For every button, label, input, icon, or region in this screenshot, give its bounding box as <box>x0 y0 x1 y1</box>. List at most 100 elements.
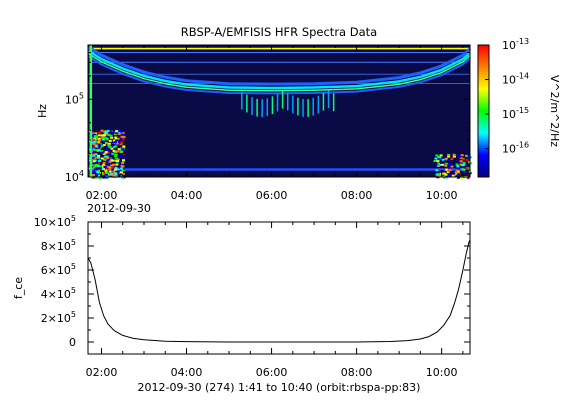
spectrogram-cell <box>97 149 101 152</box>
spectrogram-cell <box>118 154 122 157</box>
colorbar-tick-label: 10-15 <box>502 106 529 121</box>
spectrogram-cell <box>108 170 112 173</box>
spectrogram-y-axis-label: Hz <box>36 104 49 118</box>
spectrogram-cell <box>441 163 445 166</box>
spectrogram-cell <box>104 169 108 172</box>
footer-label: 2012-09-30 (274) 1:41 to 10:40 (orbit:rb… <box>138 381 421 394</box>
spectrogram-cell <box>100 151 104 154</box>
spectrogram-cell <box>435 169 439 172</box>
spectrogram-cell <box>97 174 101 177</box>
x-tick-label: 06:00 <box>256 366 288 379</box>
tick-exponent: 5 <box>71 214 76 223</box>
spectrogram-cell <box>105 149 109 152</box>
fce-y-tick-label: 10×105 <box>34 214 76 229</box>
spectrogram-cell <box>459 156 463 159</box>
spectrogram-cell <box>456 170 460 173</box>
fce-x-ticks: 02:00 04:00 06:00 08:00 10:00 <box>86 222 464 379</box>
spectrogram-cell <box>117 137 121 140</box>
fce-y-tick-label: 4×105 <box>41 286 76 301</box>
spectrogram-cell <box>455 163 459 166</box>
spectrogram-cell <box>116 136 120 139</box>
tick-base: 10 <box>502 74 516 87</box>
fce-y-tick-label: 2×105 <box>41 310 76 325</box>
spectrogram-cell <box>456 167 460 170</box>
spectrogram-cell <box>112 149 116 152</box>
spectrogram-cell <box>435 173 439 176</box>
spectrogram-cell <box>115 128 119 131</box>
spectrogram-cell <box>104 131 108 134</box>
spectrogram-cell <box>122 164 126 167</box>
spectrogram-cell <box>459 160 463 163</box>
spectrogram-cell <box>117 175 121 178</box>
spectrogram-cell <box>100 167 104 170</box>
spectrogram-cell <box>120 130 124 133</box>
spectrogram-cell <box>437 162 441 165</box>
spectrogram-cell <box>459 176 463 179</box>
spectrogram-cell <box>437 164 441 167</box>
x-tick-label: 08:00 <box>341 366 373 379</box>
spectrogram-cell <box>119 138 123 141</box>
spectrogram-cell <box>91 151 95 154</box>
spectrogram-cell <box>121 168 125 171</box>
tick-base: 4×10 <box>41 288 71 301</box>
spectrogram-cell <box>440 169 444 172</box>
fce-y-axis-label: f_ce <box>12 277 25 299</box>
spectrogram-cell <box>116 168 120 171</box>
spectrogram-cell <box>116 148 120 151</box>
spectrogram-cell <box>95 142 99 145</box>
spectrogram-cell <box>108 145 112 148</box>
fce-y-tick-label: 0 <box>69 336 76 349</box>
fce-series-line <box>87 239 471 343</box>
spectrogram-cell <box>120 135 124 138</box>
spectrogram-cell <box>106 159 110 162</box>
spectrogram-cell <box>109 134 113 137</box>
spectrogram-cell <box>447 174 451 177</box>
spectrogram-cell <box>447 163 451 166</box>
spectrogram-cell <box>102 163 106 166</box>
fce-y-tick-label: 8×105 <box>41 238 76 253</box>
tick-base: 6×10 <box>41 264 71 277</box>
spectrogram-cell <box>469 162 473 165</box>
spectrogram-cell <box>102 161 106 164</box>
spectrogram-cell <box>101 172 105 175</box>
spectrogram-cell <box>462 161 466 164</box>
spectrogram-cell <box>118 160 122 163</box>
spectrogram-area <box>88 45 470 177</box>
spectrogram-cell <box>100 157 104 160</box>
spectrogram-cell <box>108 139 112 142</box>
spectrogram-cell <box>115 170 119 173</box>
spectrogram-cell <box>464 154 468 157</box>
spectrogram-frame <box>87 44 471 178</box>
spectrogram-cell <box>108 132 112 135</box>
spectrogram-cell <box>110 145 114 148</box>
spectrogram-cell <box>93 135 97 138</box>
tick-exponent: -15 <box>516 106 529 115</box>
spectrogram-cell <box>97 154 101 157</box>
spectrogram-cell <box>96 171 100 174</box>
spectrogram-cell <box>120 175 124 178</box>
spectrogram-cell <box>97 134 101 137</box>
chart-title: RBSP-A/EMFISIS HFR Spectra Data <box>181 25 377 39</box>
x-tick-label: 10:00 <box>426 366 458 379</box>
spectrogram-cell <box>100 134 104 137</box>
spectrogram-cell <box>121 133 125 136</box>
spectrogram-cell <box>112 129 116 132</box>
spectrogram-cell <box>95 174 99 177</box>
spectrogram-cell <box>91 155 95 158</box>
spectrogram-cell <box>100 150 104 153</box>
spectrogram-cell <box>118 145 122 148</box>
spectrogram-y-tick-label: 105 <box>65 91 84 106</box>
spectrogram-cell <box>450 165 454 168</box>
spectrogram-cell <box>92 139 96 142</box>
spectrogram-cell <box>456 173 460 176</box>
tick-base: 8×10 <box>41 240 71 253</box>
spectrogram-cell <box>444 173 448 176</box>
spectrogram-cell <box>100 145 104 148</box>
spectrogram-cell <box>121 162 125 165</box>
spectrogram-cell <box>459 157 463 160</box>
spectrogram-cell <box>458 155 462 158</box>
spectrogram-cell <box>120 146 124 149</box>
